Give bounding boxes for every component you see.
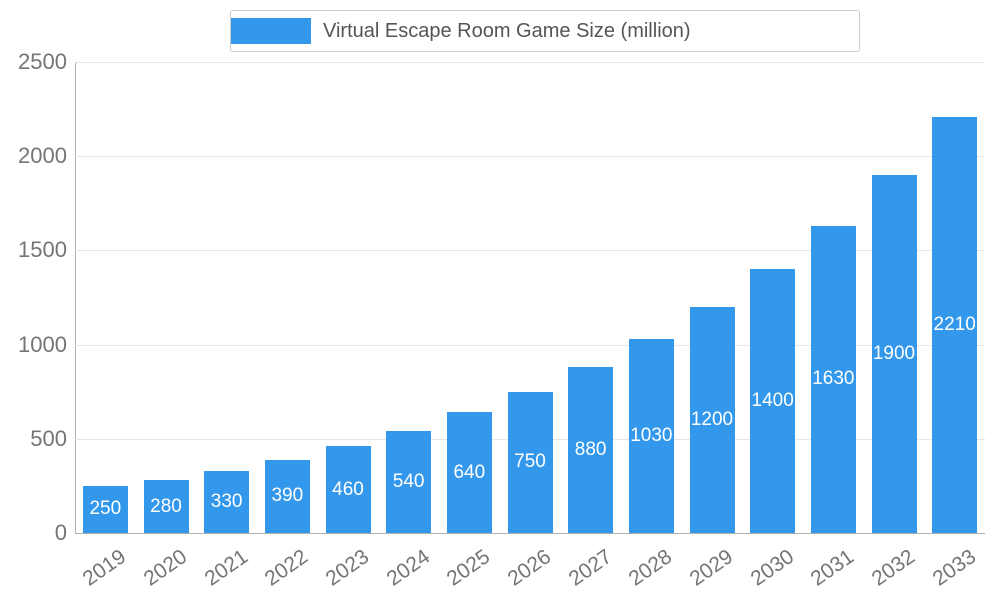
gridline [75,156,985,158]
y-tick-label: 1000 [18,331,67,357]
bar-2031 [810,225,856,533]
bar-2033 [932,116,978,533]
gridline [75,344,985,346]
bar-value-label: 640 [453,461,486,483]
y-tick-label: 500 [30,425,67,451]
bar-2024 [386,431,432,533]
y-axis-line [75,62,76,534]
y-tick-label: 2500 [18,49,67,74]
bar-value-label: 390 [271,485,304,507]
bar-value-label: 330 [210,490,243,512]
bar-value-label: 1400 [751,390,794,412]
y-tick-label: 2000 [18,143,67,169]
bar-value-label: 1200 [690,408,734,430]
bar-value-label: 250 [89,498,122,520]
bar-value-label: 1630 [812,368,855,390]
y-tick-label: 1500 [18,237,67,263]
bar-2027 [568,367,614,533]
y-tick-label: 0 [54,520,67,545]
bar-2026 [507,391,553,533]
gridline [75,62,985,63]
gridline [75,250,985,252]
x-axis-line [75,533,985,534]
bar-2030 [750,269,796,533]
bar-value-label: 1900 [872,343,916,365]
bar-2020 [143,480,189,533]
bar-2028 [628,338,674,533]
bar-2019 [82,485,128,533]
bar-2029 [689,306,735,533]
chart-legend: Virtual Escape Room Game Size (million) [230,10,860,52]
legend-swatch [231,18,311,44]
bar-value-label: 880 [574,439,607,461]
bar-2021 [204,470,250,533]
bar-value-label: 540 [392,471,425,493]
bar-2022 [264,459,310,533]
plot-area: 250 280 330 390 460 540 640 750 880 1030 1200 1400 1… [75,62,985,533]
bar-value-label: 280 [150,495,182,517]
bar-2032 [871,175,917,533]
bar-value-label: 2210 [933,313,976,335]
bar-2023 [325,446,371,533]
bar-value-label: 460 [332,478,364,500]
bar-2025 [446,412,492,533]
bar-value-label: 750 [514,451,546,473]
legend-label: Virtual Escape Room Game Size (million) [323,19,691,42]
bar-value-label: 1030 [630,424,673,446]
